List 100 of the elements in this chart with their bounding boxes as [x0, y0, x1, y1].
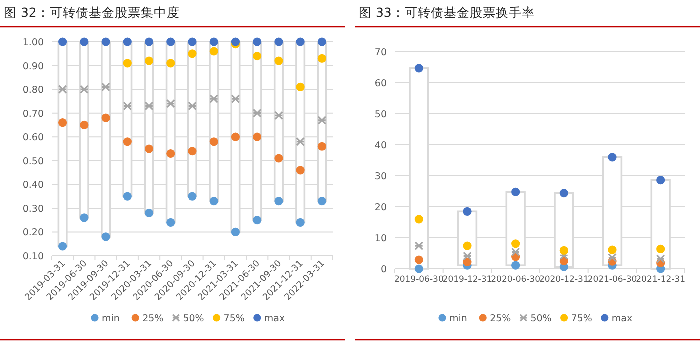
point [188, 102, 197, 111]
point [560, 189, 568, 198]
point [188, 50, 197, 58]
point [414, 215, 424, 224]
point [144, 144, 154, 154]
y-tick-label: 30 [374, 172, 387, 182]
chart-title: 图 33：可转债基金股票换手率 [359, 5, 535, 20]
point [274, 197, 284, 206]
point [296, 137, 306, 146]
point [58, 38, 68, 46]
point [274, 56, 284, 66]
point [318, 142, 326, 151]
x-tick-label: 2019-06-30 [394, 275, 444, 285]
point [463, 207, 472, 216]
y-tick-label: 0.40 [22, 180, 44, 192]
legend-label: 50% [530, 314, 552, 324]
point [560, 251, 569, 260]
point [656, 244, 666, 254]
point [608, 246, 617, 254]
y-tick-label: 20 [374, 202, 387, 214]
point [512, 188, 520, 196]
point [144, 208, 154, 218]
point [274, 154, 284, 163]
legend-label: max [612, 314, 633, 324]
y-tick-label: 0.20 [22, 228, 44, 239]
point [102, 232, 110, 242]
point [318, 54, 326, 63]
point [123, 138, 132, 146]
point [512, 240, 520, 248]
y-tick-label: 0.70 [22, 108, 44, 120]
point [58, 118, 68, 128]
point [296, 38, 305, 46]
point [253, 38, 262, 46]
point [231, 228, 240, 237]
point [102, 38, 110, 46]
point [188, 147, 197, 156]
y-tick-label: 10 [374, 234, 387, 244]
point [102, 82, 110, 92]
point [210, 94, 219, 104]
point [188, 38, 197, 46]
point [123, 102, 132, 111]
point [144, 38, 154, 46]
point [463, 242, 472, 250]
point [166, 149, 176, 158]
point [188, 192, 197, 201]
y-tick-label: 40 [374, 140, 387, 152]
point [210, 197, 218, 206]
point [231, 94, 240, 104]
point [210, 138, 218, 146]
legend-label: 75% [571, 314, 592, 324]
y-tick-label: 60 [374, 78, 387, 90]
chart-title: 图 32：可转债基金股票集中度 [4, 5, 180, 20]
point [656, 176, 666, 185]
point [274, 111, 284, 120]
point [253, 132, 262, 142]
point [80, 38, 89, 46]
point [296, 82, 305, 92]
point [231, 38, 240, 46]
point [318, 116, 327, 125]
point [58, 242, 68, 251]
point [253, 216, 262, 225]
legend-label: 25% [490, 314, 512, 324]
y-tick-label: 70 [374, 48, 387, 58]
point [166, 59, 176, 68]
point [318, 197, 326, 206]
point [210, 38, 218, 46]
y-tick-label: 0.90 [22, 61, 44, 72]
point [80, 214, 89, 222]
point [166, 218, 176, 228]
point [102, 114, 110, 122]
point [210, 47, 218, 56]
point [166, 38, 176, 46]
legend-label: 50% [183, 314, 204, 324]
legend-label: max [264, 314, 286, 324]
point [656, 254, 666, 264]
point [123, 59, 132, 68]
point [463, 258, 472, 266]
point [512, 261, 520, 270]
x-tick-label: 2020-06-30 [491, 275, 541, 285]
point [414, 256, 424, 264]
point [58, 85, 68, 94]
y-tick-label: 0.60 [22, 132, 44, 144]
point [80, 85, 89, 94]
y-tick-label: 0.30 [22, 204, 44, 215]
point [608, 153, 617, 162]
y-tick-label: 0.50 [22, 156, 44, 168]
point [511, 248, 520, 257]
point [560, 246, 568, 256]
point [608, 253, 617, 262]
point [274, 38, 284, 46]
point [296, 166, 305, 175]
point [123, 38, 132, 46]
point [144, 102, 154, 111]
y-tick-label: 0 [380, 264, 387, 276]
point [231, 132, 240, 142]
point [414, 264, 424, 274]
x-tick-label: 2021-12-31 [636, 275, 686, 285]
legend-label: min [102, 314, 120, 324]
x-tick-label: 2020-12-31 [539, 275, 589, 285]
legend-label: 75% [224, 314, 245, 324]
